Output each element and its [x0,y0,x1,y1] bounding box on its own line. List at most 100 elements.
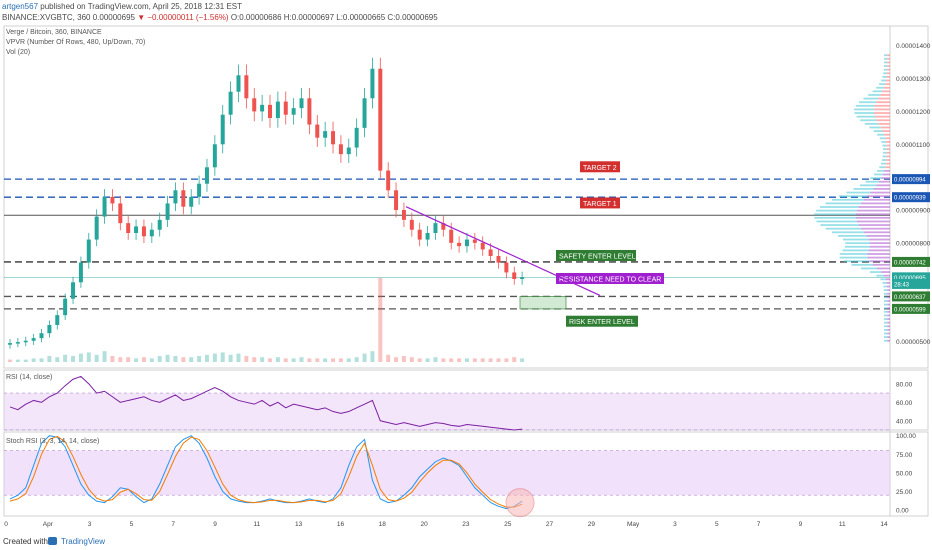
candle-body [449,229,454,243]
candle-body [220,114,225,145]
volume-bar [464,358,469,362]
entry-zone-box [519,296,567,310]
vpvr-bar-up [883,285,888,288]
vpvr-bar-up [882,155,887,158]
candle-body [173,190,178,204]
vpvr-bar-up [874,173,883,176]
volume-bar [449,358,454,362]
x-tick-label: 3 [673,521,677,528]
x-tick-label: 13 [295,521,303,528]
vpvr-bar-up [881,79,887,82]
vpvr-bar-down [870,191,890,194]
x-tick-label: 16 [337,521,345,528]
vpvr-bar-down [863,231,890,234]
vpvr-bar-down [867,195,890,198]
annotation-box [556,273,664,284]
x-tick-label: 7 [171,521,175,528]
vpvr-bar-down [863,198,890,201]
vpvr-bar-up [883,300,888,302]
volume-bar [401,356,406,362]
rsi-band [4,393,890,430]
annotation-label: TARGET 1 [583,201,617,208]
candle-body [189,196,194,207]
vpvr-bar-up [814,216,856,219]
rsi-tick-label: 40.00 [896,418,913,425]
volume-bar [126,357,131,362]
vpvr-bar-down [867,253,890,255]
volume-bar [78,353,83,362]
vpvr-bar-down [887,285,890,288]
vpvr-bar-up [839,256,868,259]
x-tick-label: 11 [253,521,260,528]
vpvr-bar-down [858,206,890,208]
footer-brand[interactable]: TradingView [61,537,106,546]
stoch-d-line [9,435,523,508]
candle-body [228,91,233,115]
volume-bar [283,358,288,362]
volume-bar [323,358,328,362]
vpvr-bar-down [876,119,890,122]
author-link[interactable]: artgen567 [2,2,39,11]
vpvr-bar-down [887,54,890,57]
candle-body [141,226,146,237]
volume-bar [275,357,280,362]
candle-body [244,75,249,99]
volume-bar [197,356,202,362]
x-tick-label: 20 [420,521,428,528]
vpvr-bar-down [887,336,890,339]
candle-body [307,98,312,125]
volume-bar [496,358,501,362]
vpvr-bar-down [886,79,890,82]
volume-bar [55,357,60,362]
vpvr-bar-down [874,115,890,118]
vpvr-bar-down [868,249,890,252]
annotation-label: SAFETY ENTER LEVEL [559,254,636,261]
x-tick-label: 18 [379,521,387,528]
volume-bar [94,354,99,362]
volume-bar [189,357,194,362]
volume-bar [512,357,517,362]
vpvr-bar-up [880,278,886,281]
vpvr-bar-down [885,166,890,169]
candle-body [102,196,107,217]
vpvr-bar-down [885,278,890,281]
x-tick-label: 0 [4,521,8,528]
volume-bar [31,358,36,362]
volume-bar [362,353,367,362]
volume-bar [71,356,76,362]
vpvr-bar-up [872,90,883,93]
volume-bar [165,354,170,362]
resistance-trendline [405,206,601,296]
vpvr-bar-down [887,300,890,302]
price-tick-label: 0.00001400 [896,43,931,50]
stoch-k-line [9,435,523,510]
vpvr-bar-down [876,184,890,187]
candle-body [252,98,257,112]
x-tick-label: 5 [130,521,134,528]
candle-body [149,229,154,237]
price-label-text: 28:43 [894,282,910,288]
candle-body [394,190,399,210]
chart-legend-vpvr: VPVR (Number Of Rows, 480, Up/Down, 70) [6,39,146,46]
volume-bar [252,357,257,362]
vpvr-bar-down [883,86,890,89]
volume-bar [110,356,115,362]
vpvr-bar-up [843,260,870,263]
candle-body [197,183,202,197]
volume-bar [315,358,320,362]
candle-body [31,338,36,341]
vpvr-bar-down [874,104,890,107]
price-label-text: 0.00000994 [894,178,926,184]
volume-bar [260,357,265,362]
chart-header: artgen567 published on TradingView.com, … [0,0,932,24]
vpvr-bar-up [883,296,888,299]
chart-canvas[interactable]: 0.00001400 0.00001300 0.00001200 0.00001100… [0,0,932,533]
price-label-text: 0.00000637 [894,295,926,301]
vpvr-bar-down [886,151,890,154]
price-label-box [892,272,930,283]
vpvr-bar-up [816,220,857,223]
volume-bar [488,358,493,362]
oversold-highlight-circle [505,488,535,518]
vpvr-bar-down [882,130,890,132]
candle-body [441,223,446,230]
